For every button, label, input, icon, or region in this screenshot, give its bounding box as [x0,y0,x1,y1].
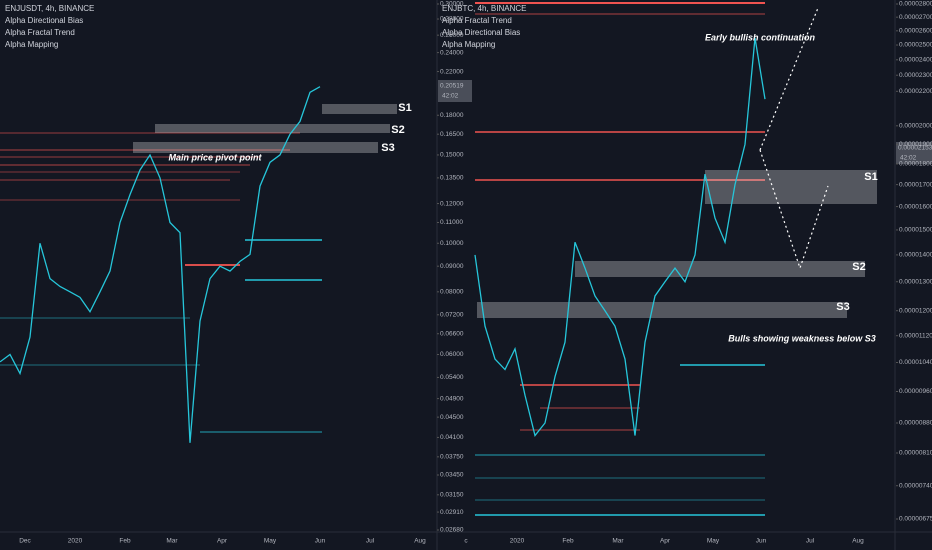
x-tick-label: Feb [562,538,574,545]
projection-arrows [759,7,829,270]
y-tick-label: 0.11000 [440,219,463,226]
y-tick-label: 0.00002600 [899,28,932,35]
y-tick-label: 0.03450 [440,472,464,479]
y-tick-label: 0.09000 [440,263,464,270]
y-tick-label: 0.04500 [440,414,464,421]
x-tick-label: Jun [756,538,767,545]
chart-title: ENJBTC, 4h, BINANCE [442,4,526,13]
y-tick-label: 0.00002800 [899,1,932,8]
indicator-label: Alpha Directional Bias [442,28,520,37]
y-tick-label: 0.00001300 [899,278,932,285]
x-tick-label: Jun [315,538,326,545]
x-tick-label: 2020 [68,538,83,545]
x-tick-label: Aug [852,538,864,545]
last-price: 0.20519 [440,83,464,90]
y-tick-label: 0.00001120 [899,332,932,339]
annotation: Main price pivot point [168,152,262,162]
x-tick-label: Jul [366,538,375,545]
y-tick-label: 0.00001200 [899,307,932,314]
y-tick-label: 0.00002700 [899,14,932,21]
y-tick-label: 0.15000 [440,152,464,159]
x-tick-label: May [707,538,720,545]
annotation: S3 [381,142,394,154]
y-tick-label: 0.04100 [440,434,464,441]
x-tick-label: Apr [217,538,228,545]
y-tick-label: 0.00000740 [899,482,932,489]
price-boxes [438,80,932,164]
y-tick-label: 0.00001800 [899,161,932,168]
x-tick-label: Dec [19,538,31,545]
indicator-label: Alpha Directional Bias [5,16,83,25]
chart-title: ENJUSDT, 4h, BINANCE [5,4,94,13]
indicator-label: Alpha Fractal Trend [442,16,512,25]
y-tick-label: 0.00001900 [899,141,932,148]
y-tick-label: 0.02910 [440,509,464,516]
annotation: Early bullish continuation [705,32,816,42]
y-tick-label: 0.00001700 [899,181,932,188]
price-line [0,86,321,443]
indicator-label: Alpha Mapping [442,40,495,49]
x-tick-label: Mar [612,538,624,545]
price-line [474,37,766,437]
y-tick-label: 0.24000 [440,49,464,56]
y-tick-label: 0.06600 [440,330,464,337]
countdown: 42:02 [900,155,917,162]
y-tick-label: 0.00002400 [899,57,932,64]
y-tick-label: 0.08000 [440,289,464,296]
y-tick-label: 0.18000 [440,112,464,119]
annotation: S2 [391,124,404,136]
annotation: S2 [852,261,865,273]
y-tick-label: 0.06000 [440,351,464,358]
y-tick-label: 0.10000 [440,240,464,247]
y-tick-label: 0.00002000 [899,123,932,130]
annotation: Bulls showing weakness below S3 [728,333,876,343]
indicator-label: Alpha Fractal Trend [5,28,75,37]
y-tick-label: 0.00000675 [899,516,932,523]
annotation: S1 [864,171,877,183]
indicator-label: Alpha Mapping [5,40,58,49]
y-tick-label: 0.12000 [440,200,464,207]
y-tick-label: 0.03750 [440,454,464,461]
y-tick-label: 0.00002200 [899,88,932,95]
y-tick-label: 0.02680 [440,527,464,534]
x-tick-label: Jul [806,538,815,545]
y-tick-label: 0.00002500 [899,42,932,49]
y-tick-label: 0.22000 [440,68,464,75]
y-tick-label: 0.00000880 [899,420,932,427]
y-tick-label: 0.00001040 [899,359,932,366]
x-tick-label: Feb [119,538,131,545]
x-tick-label: May [264,538,277,545]
y-tick-label: 0.00001600 [899,203,932,210]
y-tick-label: 0.00001400 [899,252,932,259]
y-tick-label: 0.00000960 [899,388,932,395]
x-tick-label: Apr [660,538,671,545]
last-price: 0.00002153 [898,145,932,152]
x-tick-label: Aug [414,538,426,545]
left-levels [0,132,322,433]
y-tick-label: 0.28000 [440,16,464,23]
annotation: S1 [398,102,411,114]
support-zones [133,104,877,318]
y-tick-label: 0.00001500 [899,227,932,234]
countdown: 42:02 [442,93,459,100]
y-tick-label: 0.07200 [440,312,464,319]
y-tick-label: 0.03150 [440,492,464,499]
right-levels [475,2,765,516]
y-tick-label: 0.00000810 [899,450,932,457]
y-tick-label: 0.26000 [440,32,464,39]
x-tick-label: 2020 [510,538,525,545]
y-tick-label: 0.05400 [440,374,464,381]
y-tick-label: 0.30000 [440,1,464,8]
y-tick-label: 0.13500 [440,175,464,182]
y-tick-label: 0.00002300 [899,72,932,79]
x-tick-label: c [464,538,468,545]
y-tick-label: 0.16500 [440,131,464,138]
y-tick-label: 0.04900 [440,395,464,402]
annotation: S3 [836,301,849,313]
x-tick-label: Mar [166,538,178,545]
